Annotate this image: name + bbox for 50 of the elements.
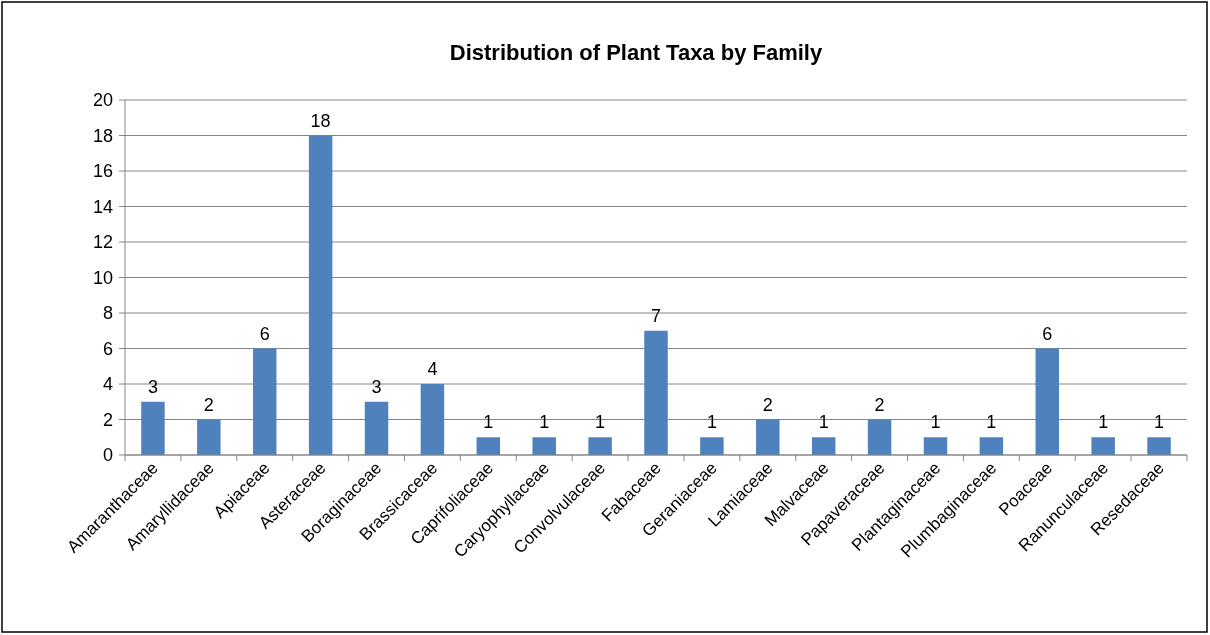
y-tick-label: 10 <box>92 267 113 288</box>
y-tick-label: 14 <box>92 196 113 217</box>
data-label: 3 <box>371 376 382 397</box>
data-label: 1 <box>1098 412 1109 433</box>
y-tick-label: 12 <box>92 232 113 253</box>
y-tick-label: 16 <box>92 161 113 182</box>
bar <box>644 330 668 455</box>
bar <box>867 419 892 455</box>
bar <box>979 437 1004 455</box>
y-tick-label: 20 <box>92 90 113 111</box>
data-label: 6 <box>1042 323 1053 344</box>
bar <box>756 419 780 455</box>
y-tick-label: 2 <box>102 409 113 430</box>
data-label: 1 <box>1154 412 1165 433</box>
bar <box>1091 437 1115 455</box>
chart-title: Distribution of Plant Taxa by Family <box>449 40 823 65</box>
bar <box>308 135 333 455</box>
bar <box>197 419 221 455</box>
bar <box>420 384 445 455</box>
data-label: 2 <box>203 394 214 415</box>
data-label: 2 <box>874 394 885 415</box>
data-label: 1 <box>595 412 606 433</box>
y-tick-label: 4 <box>102 374 113 395</box>
data-label: 1 <box>930 412 941 433</box>
bar <box>811 437 836 455</box>
bar <box>1147 437 1171 455</box>
data-label: 7 <box>650 305 662 326</box>
data-label: 18 <box>310 110 331 131</box>
bar <box>532 437 556 455</box>
bar <box>700 437 724 455</box>
data-label: 1 <box>483 412 494 433</box>
bar <box>364 401 389 455</box>
bar <box>476 437 501 455</box>
data-label: 4 <box>427 359 438 379</box>
data-label: 1 <box>706 412 717 433</box>
bar <box>1035 348 1060 455</box>
data-label: 1 <box>986 412 997 433</box>
data-label: 3 <box>147 376 158 397</box>
y-tick-label: 6 <box>102 338 113 359</box>
y-tick-label: 8 <box>102 303 113 324</box>
data-label: 1 <box>818 412 829 433</box>
data-label: 6 <box>259 323 270 344</box>
bar <box>253 348 277 455</box>
data-label: 1 <box>539 412 550 433</box>
data-label: 2 <box>762 394 773 415</box>
bar <box>588 437 612 455</box>
y-tick-label: 18 <box>92 125 113 146</box>
bar <box>141 401 165 455</box>
bar <box>923 437 948 455</box>
y-tick-label: 0 <box>102 445 113 466</box>
